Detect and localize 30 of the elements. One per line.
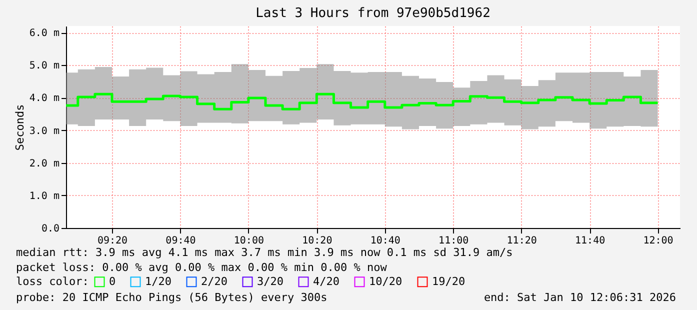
legend-label: 0 [109, 274, 116, 288]
legend-title: loss color: [16, 275, 89, 288]
y-tick-label: 3.0 m [29, 126, 60, 137]
y-tick-label: 2.0 m [29, 158, 60, 170]
y-tick-label: 0.0 [41, 224, 60, 234]
legend-label: 3/20 [257, 274, 284, 288]
x-tick-label: 10:20 [302, 236, 332, 246]
legend-label: 4/20 [313, 274, 340, 288]
x-tick-label: 11:40 [575, 236, 606, 246]
text: packet loss: 0.00 % avg 0.00 % max 0.00 % min 0.00 % now [16, 261, 388, 274]
y-tick-label: 6.0 m [29, 28, 60, 40]
y-tick-label: 1.0 m [29, 190, 60, 202]
x-tick-label: 10:40 [370, 236, 400, 246]
text: end: Sat Jan 10 12:06:31 2026 [484, 291, 676, 304]
y-tick-label: 4.0 m [29, 93, 60, 104]
legend-label: 2/20 [201, 274, 228, 288]
legend-label: 1/20 [145, 274, 172, 288]
x-tick-label: 11:20 [506, 236, 537, 246]
x-tick-label: 10:00 [234, 236, 264, 246]
text: probe: 20 ICMP Echo Pings (56 Bytes) every 300s [16, 291, 328, 304]
text: median rtt: 3.9 ms avg 4.1 ms max 3.7 ms min 3.9 ms now 0.1 ms sd 31.9 am/s [16, 246, 513, 259]
x-tick-label: 11:00 [438, 236, 469, 246]
y-axis-title: Seconds [13, 104, 26, 151]
x-tick-label: 09:40 [166, 236, 196, 246]
legend-label: 19/20 [432, 274, 466, 288]
chart-title: Last 3 Hours from 97e90b5d1962 [256, 6, 490, 21]
x-tick-label: 12:00 [643, 236, 674, 246]
y-tick-label: 5.0 m [29, 60, 60, 72]
x-tick-label: 09:20 [97, 236, 128, 246]
legend-label: 10/20 [369, 274, 402, 288]
